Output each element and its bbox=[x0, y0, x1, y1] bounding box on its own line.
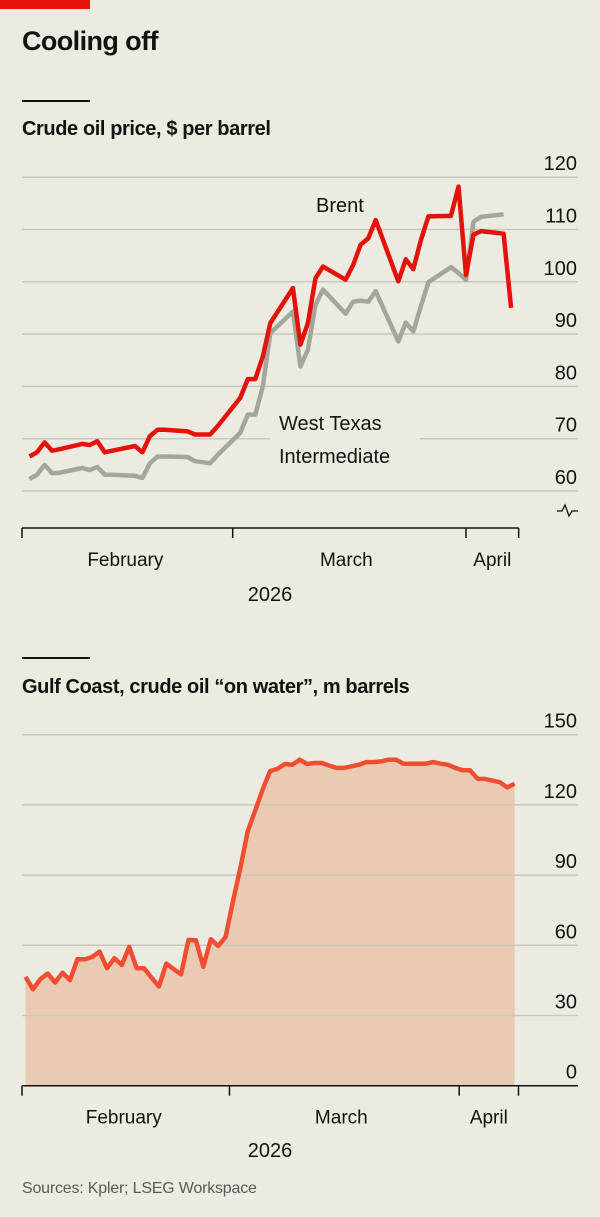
wti-series-label: Intermediate bbox=[279, 446, 390, 468]
chart1-y-tick-label: 60 bbox=[555, 467, 577, 489]
section-rule bbox=[22, 657, 90, 659]
chart1-title: Crude oil price, $ per barrel bbox=[22, 118, 271, 140]
chart-title: Cooling off bbox=[22, 26, 158, 56]
chart1-y-tick-label: 70 bbox=[555, 415, 577, 437]
chart2-x-tick-label: February bbox=[86, 1108, 163, 1129]
brent-series-label: Brent bbox=[316, 195, 364, 217]
chart1-x-tick-label: April bbox=[473, 550, 511, 571]
chart1-y-tick-label: 90 bbox=[555, 310, 577, 332]
chart2-y-tick-label: 150 bbox=[544, 711, 577, 733]
chart1-y-tick-label: 110 bbox=[545, 206, 577, 228]
chart2-y-tick-label: 60 bbox=[555, 921, 577, 943]
brand-red-bar bbox=[0, 0, 90, 9]
chart1-y-tick-label: 100 bbox=[544, 258, 577, 280]
wti-line bbox=[28, 212, 504, 481]
chart1-y-tick-label: 120 bbox=[544, 153, 577, 175]
chart2-x-tick-label: April bbox=[470, 1108, 508, 1129]
wti-series-label: West Texas bbox=[279, 413, 382, 435]
on-water-area bbox=[25, 759, 515, 1086]
chart1-x-tick-label: February bbox=[87, 550, 164, 571]
chart2-y-tick-label: 30 bbox=[555, 992, 577, 1014]
chart1-x-tick-label: March bbox=[320, 550, 373, 571]
brent-line bbox=[28, 184, 514, 459]
chart2-y-tick-label: 0 bbox=[566, 1062, 577, 1084]
section-rule bbox=[22, 100, 90, 102]
chart2-y-tick-label: 90 bbox=[555, 851, 577, 873]
chart1-y-tick-label: 80 bbox=[555, 362, 577, 384]
chart2-title: Gulf Coast, crude oil “on water”, m barr… bbox=[22, 676, 410, 698]
chart1-year-label: 2026 bbox=[247, 584, 293, 606]
source-note: Sources: Kpler; LSEG Workspace bbox=[22, 1180, 257, 1197]
chart1-axis-break-icon bbox=[557, 503, 578, 518]
chart2-x-tick-label: March bbox=[315, 1108, 368, 1129]
chart2-y-tick-label: 120 bbox=[544, 781, 577, 803]
on-water-line bbox=[23, 757, 516, 992]
chart2-year-label: 2026 bbox=[247, 1140, 293, 1162]
